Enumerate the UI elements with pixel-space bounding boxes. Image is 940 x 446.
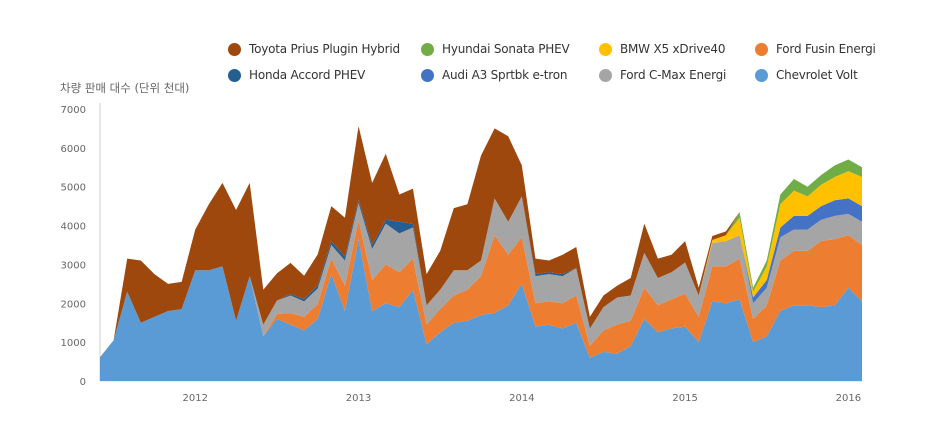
area-series-toyota-prius-plugin-hybrid (100, 126, 862, 358)
chart-areas (100, 126, 862, 381)
legend-dot-icon (228, 68, 241, 82)
legend-item-honda-accord[interactable]: Honda Accord PHEV (228, 65, 365, 85)
legend-label: Ford C-Max Energi (620, 68, 727, 82)
y-axis: 0 1000 2000 3000 4000 5000 6000 7000 (61, 103, 101, 388)
legend-dot-icon (755, 42, 768, 56)
x-tick-label: 2013 (346, 393, 371, 404)
y-tick-label: 3000 (61, 260, 86, 271)
legend-dot-icon (421, 68, 434, 82)
legend-label: Audi A3 Sprtbk e-tron (442, 68, 568, 82)
area-series-ford-fusin-energi (100, 220, 862, 358)
legend-label: BMW X5 xDrive40 (620, 42, 726, 56)
legend-label: Toyota Prius Plugin Hybrid (249, 42, 400, 56)
legend-item-audi-a3[interactable]: Audi A3 Sprtbk e-tron (421, 65, 568, 85)
y-tick-label: 4000 (61, 222, 86, 233)
legend-item-bmw-x5[interactable]: BMW X5 xDrive40 (599, 39, 726, 59)
legend-dot-icon (599, 42, 612, 56)
legend-item-toyota-prius[interactable]: Toyota Prius Plugin Hybrid (228, 39, 400, 59)
legend-label: Hyundai Sonata PHEV (442, 42, 570, 56)
x-tick-label: 2012 (183, 393, 208, 404)
y-tick-label: 6000 (61, 144, 86, 155)
y-axis-title: 차량 판매 대수 (단위 천대) (60, 81, 190, 95)
y-tick-label: 5000 (61, 183, 86, 194)
legend-item-hyundai-sonata[interactable]: Hyundai Sonata PHEV (421, 39, 570, 59)
legend-dot-icon (755, 68, 768, 82)
y-tick-label: 2000 (61, 299, 86, 310)
area-series-chevrolet-volt (100, 239, 862, 381)
x-tick-label: 2016 (836, 393, 861, 404)
y-tick-label: 0 (80, 377, 86, 388)
legend-label: Chevrolet Volt (776, 68, 858, 82)
legend-label: Ford Fusin Energi (776, 42, 876, 56)
legend-dot-icon (228, 42, 241, 56)
legend-item-chevrolet-volt[interactable]: Chevrolet Volt (755, 65, 858, 85)
x-tick-label: 2015 (672, 393, 697, 404)
y-tick-label: 7000 (61, 105, 86, 116)
legend: Toyota Prius Plugin Hybrid Hyundai Sonat… (0, 0, 940, 90)
legend-dot-icon (421, 42, 434, 56)
legend-label: Honda Accord PHEV (249, 68, 366, 82)
y-tick-label: 1000 (61, 338, 86, 349)
x-tick-label: 2014 (509, 393, 534, 404)
legend-dot-icon (599, 68, 612, 82)
legend-item-ford-cmax[interactable]: Ford C-Max Energi (599, 65, 726, 85)
x-axis: 2012 2013 2014 2015 2016 (100, 380, 862, 404)
legend-item-ford-fusion[interactable]: Ford Fusin Energi (755, 39, 876, 59)
